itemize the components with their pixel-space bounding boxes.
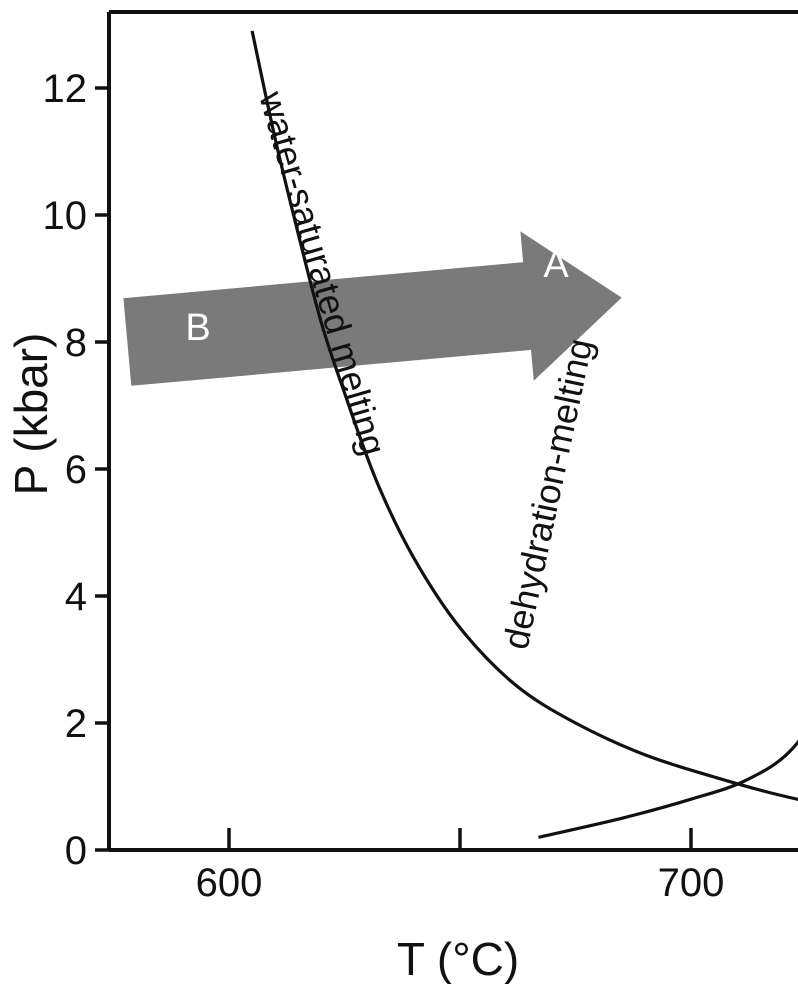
curves-layer — [250, 30, 798, 839]
plot-frame — [107, 10, 798, 852]
x-axis-title: T (°C) — [397, 933, 519, 984]
dehydration-melting-curve — [538, 739, 798, 839]
y-tick-label: 12 — [43, 67, 88, 111]
y-tick-label: 4 — [65, 575, 87, 619]
y-tick-label: 6 — [65, 448, 87, 492]
y-tick-label: 8 — [65, 321, 87, 365]
arrow-b — [123, 231, 622, 386]
arrow-a-label: A — [543, 244, 569, 286]
x-tick-label: 600 — [196, 861, 263, 905]
dehydration-melting-label: dehydration-melting — [495, 335, 601, 653]
y-axis-title: P (kbar) — [5, 333, 57, 496]
ticks-layer: 024681012600700800 — [43, 67, 725, 905]
x-tick-label: 700 — [658, 861, 725, 905]
y-tick-label: 10 — [43, 194, 88, 238]
y-tick-label: 0 — [65, 829, 87, 873]
water-saturated-melting-curve — [250, 30, 798, 802]
y-tick-label: 2 — [65, 702, 87, 746]
water-saturated-melting-label: water-saturated melting — [251, 86, 394, 460]
arrow-b-label: B — [185, 307, 210, 349]
arrows-layer — [123, 231, 622, 386]
